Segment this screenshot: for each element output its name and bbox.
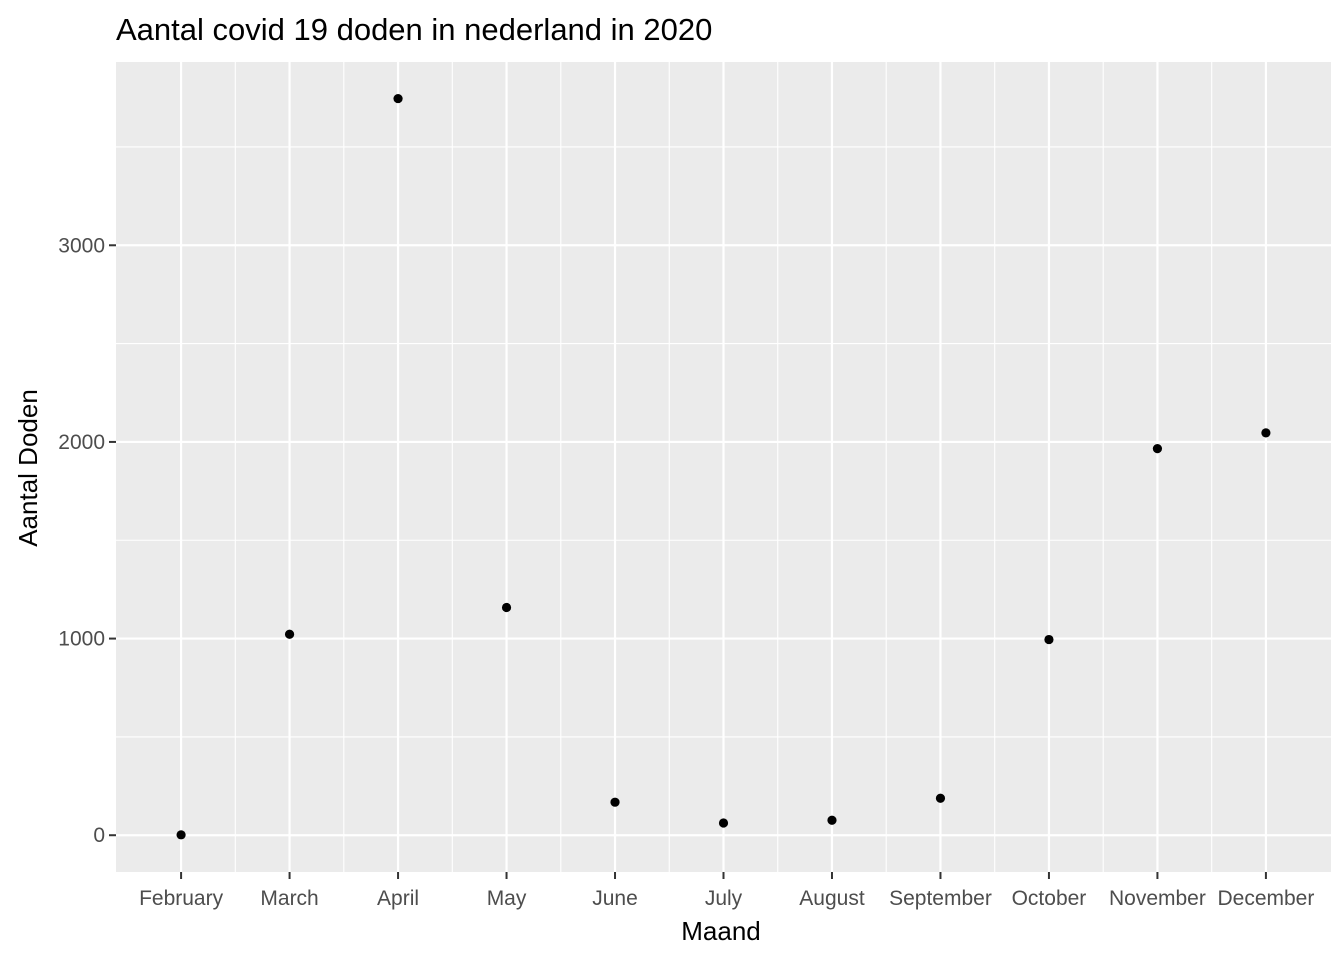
x-tick-label: June bbox=[592, 887, 638, 910]
x-axis-title: Maand bbox=[681, 916, 761, 946]
x-tick-label: May bbox=[487, 887, 527, 910]
data-point bbox=[935, 793, 946, 803]
x-axis: February March April May June July August Septe… bbox=[139, 872, 1314, 910]
data-point bbox=[1044, 634, 1054, 645]
x-tick-label: March bbox=[260, 887, 318, 910]
x-tick-label: April bbox=[377, 887, 419, 910]
x-tick-label: February bbox=[139, 887, 224, 910]
x-tick-label: August bbox=[799, 887, 865, 910]
y-tick-label: 3000 bbox=[58, 234, 105, 257]
x-tick-label: November bbox=[1109, 887, 1206, 910]
x-tick-label: September bbox=[889, 887, 992, 910]
data-points bbox=[176, 93, 1271, 840]
data-point bbox=[718, 818, 729, 828]
data-point bbox=[176, 830, 186, 840]
chart-title: Aantal covid 19 doden in nederland in 20… bbox=[116, 12, 712, 47]
y-axis-title: Aantal Doden bbox=[13, 389, 43, 547]
y-tick-label: 0 bbox=[93, 824, 105, 847]
data-point bbox=[1261, 428, 1271, 438]
major-gridlines bbox=[116, 62, 1331, 872]
x-tick-label: October bbox=[1012, 887, 1087, 910]
data-point bbox=[284, 629, 295, 639]
x-tick-label: July bbox=[705, 887, 743, 910]
x-tick-label: December bbox=[1217, 887, 1314, 910]
data-point bbox=[610, 797, 620, 807]
data-point bbox=[827, 815, 837, 825]
y-tick-label: 1000 bbox=[58, 628, 105, 651]
data-point bbox=[1152, 444, 1163, 454]
y-tick-label: 2000 bbox=[58, 431, 105, 454]
y-axis: 0 1000 2000 3000 bbox=[58, 234, 116, 847]
data-point bbox=[501, 602, 512, 613]
data-point bbox=[393, 93, 403, 104]
